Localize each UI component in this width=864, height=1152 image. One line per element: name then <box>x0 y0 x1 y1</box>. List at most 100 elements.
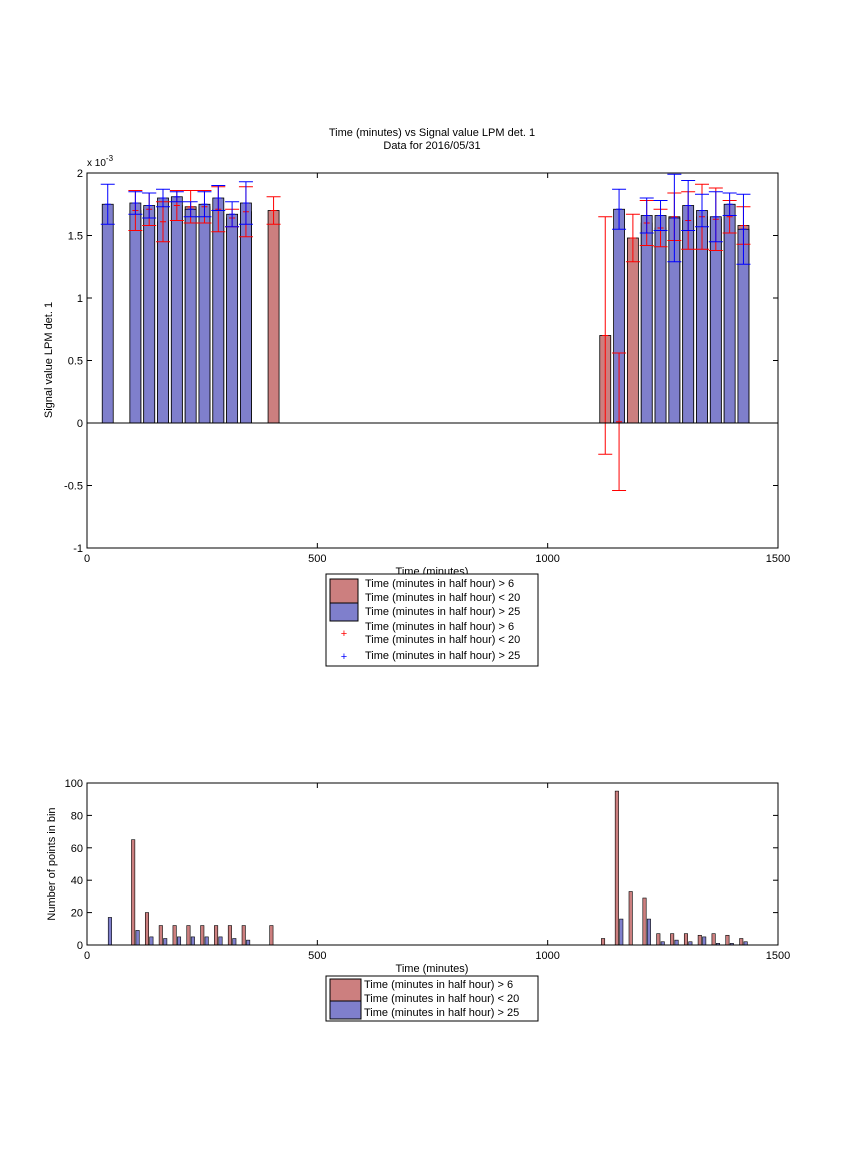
hist-bar-blue <box>674 939 679 946</box>
hist-bar-blue <box>218 936 223 946</box>
chart1-x-tick-label: 0 <box>84 553 90 565</box>
bar-blue <box>129 202 142 424</box>
hist-bar-red <box>144 912 149 946</box>
hist-bar-blue <box>163 938 168 946</box>
chart2-x-tick-label: 0 <box>84 950 90 962</box>
chart1-legend-label: Time (minutes in half hour) < 20 <box>365 634 520 646</box>
bar-blue <box>170 196 183 424</box>
chart1-legend: Time (minutes in half hour) > 6 Time (mi… <box>325 573 539 667</box>
bar-blue <box>101 203 114 424</box>
chart1-y-tick-label: 0 <box>77 418 83 430</box>
hist-bar-blue <box>232 938 237 946</box>
chart2-x-tick-label: 500 <box>308 950 326 962</box>
chart1-y-tick-label: -0.5 <box>64 481 83 493</box>
chart1-legend-swatch-red <box>329 578 359 604</box>
chart1-y-tick-label: -1 <box>73 543 83 555</box>
chart1-ylabel: Signal value LPM det. 1 <box>43 302 55 418</box>
bar-blue <box>226 213 239 424</box>
hist-bar-red <box>711 933 716 946</box>
chart1-y-tick-label: 0.5 <box>68 356 83 368</box>
chart2-legend: Time (minutes in half hour) > 6 Time (mi… <box>325 975 539 1022</box>
hist-bar-blue <box>107 917 112 946</box>
chart2-ylabel: Number of points in bin <box>46 807 58 920</box>
bar-blue <box>184 208 197 424</box>
chart2-y-tick-label: 80 <box>71 810 83 822</box>
chart1-legend-swatch-blue <box>329 602 359 622</box>
chart1-y-tick-label: 2 <box>77 168 83 180</box>
chart1-legend-label: Time (minutes in half hour) < 20 <box>365 592 520 604</box>
chart2-plot-frame <box>86 782 779 946</box>
bar-blue <box>640 215 653 424</box>
hist-bar-red <box>739 938 744 946</box>
hist-bar-blue <box>204 936 209 946</box>
chart1-exponent-base: x 10 <box>87 158 106 169</box>
hist-bar-red <box>725 934 730 946</box>
hist-bar-red <box>186 925 191 946</box>
hist-bar-red <box>628 891 633 946</box>
bar-blue <box>723 203 736 424</box>
chart2-legend-label: Time (minutes in half hour) > 25 <box>364 1007 519 1019</box>
chart2-legend-swatch-red <box>329 978 362 1002</box>
chart1-axes: 0 500 1000 1500 -1 -0.5 0 0.5 1 1.5 2 <box>64 168 790 565</box>
hist-bar-red <box>656 933 661 946</box>
chart1-legend-box <box>325 573 539 667</box>
hist-bar-blue <box>149 936 154 946</box>
chart2-y-tick-label: 40 <box>71 875 83 887</box>
chart1-legend-marker-red: + <box>341 628 347 640</box>
chart1-legend-marker-blue: + <box>341 651 347 663</box>
chart2-x-tick-label: 1500 <box>766 950 790 962</box>
chart2-xlabel: Time (minutes) <box>396 963 469 975</box>
chart2-legend-label: Time (minutes in half hour) < 20 <box>364 993 519 1005</box>
chart2-x-tick-label: 1000 <box>535 950 559 962</box>
chart1-exponent-power: -3 <box>106 154 114 163</box>
bar-red <box>626 237 639 424</box>
chart1-y-tick-label: 1 <box>77 293 83 305</box>
hist-bar-red <box>614 790 619 946</box>
bar-blue <box>143 205 156 424</box>
hist-bar-blue <box>246 939 251 946</box>
chart1-title: Time (minutes) vs Signal value LPM det. … <box>329 127 535 139</box>
chart2-legend-swatch-blue <box>329 1000 362 1020</box>
hist-bar-blue <box>646 918 651 946</box>
hist-bar-red <box>172 925 177 946</box>
chart2-legend-label: Time (minutes in half hour) > 6 <box>364 979 513 991</box>
chart1-legend-label: Time (minutes in half hour) > 6 <box>365 621 514 633</box>
chart1-legend-label: Time (minutes in half hour) > 25 <box>365 606 520 618</box>
bar-blue <box>198 203 211 424</box>
chart1-subtitle: Data for 2016/05/31 <box>383 140 480 152</box>
chart1-y-tick-label: 1.5 <box>68 231 83 243</box>
hist-bar-blue <box>190 936 195 946</box>
hist-bar-red <box>214 925 219 946</box>
hist-bar-red <box>642 897 647 946</box>
chart1-legend-label: Time (minutes in half hour) > 6 <box>365 578 514 590</box>
hist-bar-blue <box>177 936 182 946</box>
hist-bar-red <box>670 933 675 946</box>
chart2-y-tick-label: 20 <box>71 908 83 920</box>
chart1-x-tick-label: 1500 <box>766 553 790 565</box>
hist-bar-blue <box>135 930 140 946</box>
hist-bar-red <box>269 925 274 946</box>
hist-bar-red <box>158 925 163 946</box>
bar-red <box>267 210 280 424</box>
hist-bar-red <box>683 933 688 946</box>
chart2-axes: 0 500 1000 1500 0 20 40 60 80 100 <box>65 778 791 962</box>
hist-bar-blue <box>702 936 707 946</box>
chart2-y-tick-label: 0 <box>77 940 83 952</box>
chart2-bars <box>107 790 748 946</box>
chart1-legend-label: Time (minutes in half hour) > 25 <box>365 650 520 662</box>
hist-bar-red <box>131 839 136 946</box>
hist-bar-red <box>241 925 246 946</box>
hist-bar-red <box>227 925 232 946</box>
hist-bar-red <box>200 925 205 946</box>
hist-bar-red <box>697 934 702 946</box>
chart1-error-bars <box>100 173 751 491</box>
hist-bar-blue <box>619 918 624 946</box>
chart1-x-tick-label: 1000 <box>535 553 559 565</box>
chart1-exponent: x 10-3 <box>87 154 114 169</box>
chart2-y-tick-label: 60 <box>71 843 83 855</box>
chart1-x-tick-label: 500 <box>308 553 326 565</box>
chart2-y-tick-label: 100 <box>65 778 83 790</box>
chart1-bars <box>101 196 750 424</box>
hist-bar-red <box>601 938 606 946</box>
